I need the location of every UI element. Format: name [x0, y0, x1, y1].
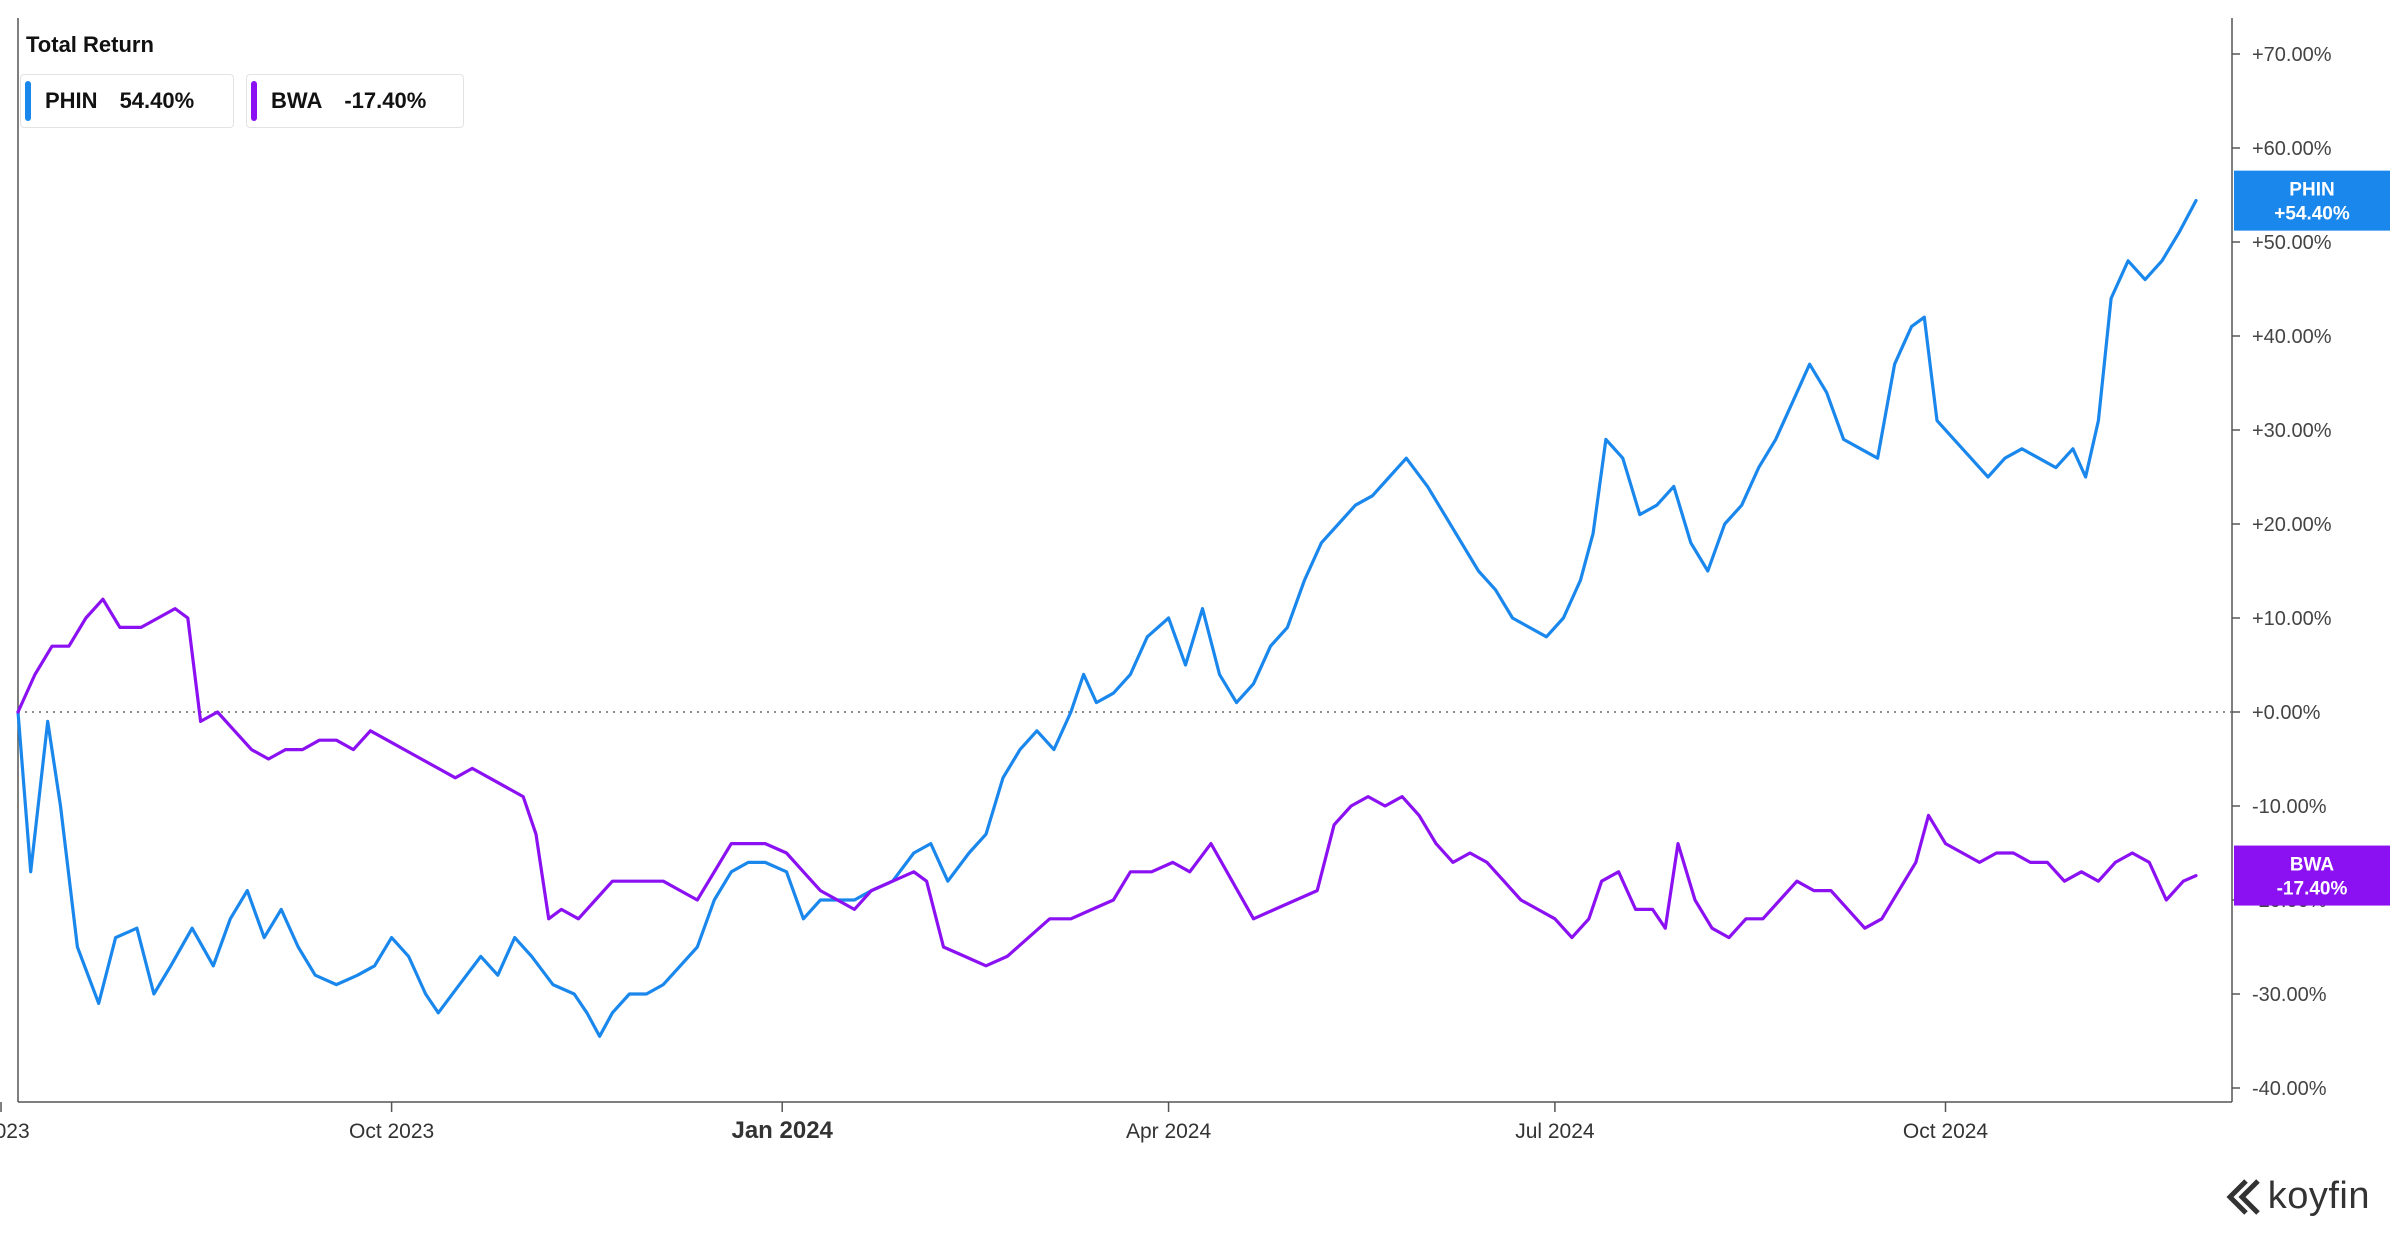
y-tick-label: +10.00%	[2252, 608, 2332, 630]
x-tick-label: Oct 2024	[1903, 1120, 1989, 1143]
y-tick-label: +60.00%	[2252, 138, 2332, 160]
last-value-badge-value-phin: +54.40%	[2274, 204, 2350, 225]
legend-value-phin: 54.40%	[119, 88, 195, 113]
y-tick-label: +20.00%	[2252, 514, 2332, 536]
last-value-badge-bwa: BWA -17.40%	[2234, 845, 2390, 906]
y-tick-label: -40.00%	[2252, 1078, 2327, 1100]
legend-ticker-phin: PHIN	[45, 88, 98, 113]
axes-layer: +70.00% +60.00% +50.00% +40.00% +30.00% +20.0…	[0, 18, 2332, 1144]
legend-ticker-bwa: BWA	[271, 88, 323, 113]
brand-name: koyfin	[2267, 1175, 2370, 1217]
koyfin-chevron-icon	[2226, 1178, 2260, 1215]
y-tick-label: +40.00%	[2252, 326, 2332, 348]
legend-item-phin[interactable]: PHIN 54.40%	[20, 74, 234, 128]
y-tick-label: +70.00%	[2252, 44, 2332, 66]
series-layer	[16, 199, 2198, 1038]
last-value-badge-ticker-bwa: BWA	[2290, 855, 2335, 876]
legend-value-bwa: -17.40%	[344, 88, 427, 113]
legend-swatch-bwa	[251, 81, 257, 121]
y-tick-label: +0.00%	[2252, 702, 2321, 724]
x-tick-label: Oct 2023	[349, 1120, 434, 1143]
x-tick-label: Jan 2024	[731, 1117, 833, 1144]
x-tick-label: l 2023	[0, 1120, 30, 1143]
chart-title: Total Return	[26, 32, 154, 57]
last-value-badge-value-bwa: -17.40%	[2277, 879, 2348, 900]
badge-layer: PHIN +54.40% BWA -17.40%	[2234, 170, 2390, 906]
x-tick-label: Apr 2024	[1126, 1120, 1212, 1143]
y-tick-label: +50.00%	[2252, 232, 2332, 254]
last-value-badge-bg-phin	[2234, 170, 2390, 231]
legend-item-bwa[interactable]: BWA -17.40%	[246, 74, 464, 128]
series-line-phin	[16, 199, 2198, 1038]
brand-logo: koyfin	[2224, 1175, 2370, 1218]
last-value-badge-phin: PHIN +54.40%	[2234, 170, 2390, 231]
legend-swatch-phin	[25, 81, 31, 121]
y-tick-label: +30.00%	[2252, 420, 2332, 442]
x-tick-label: Jul 2024	[1515, 1120, 1595, 1143]
last-value-badge-ticker-phin: PHIN	[2289, 180, 2334, 201]
y-tick-label: -10.00%	[2252, 796, 2327, 818]
series-line-bwa	[16, 597, 2198, 968]
y-tick-label: -30.00%	[2252, 984, 2327, 1006]
last-value-badge-bg-bwa	[2234, 845, 2390, 906]
